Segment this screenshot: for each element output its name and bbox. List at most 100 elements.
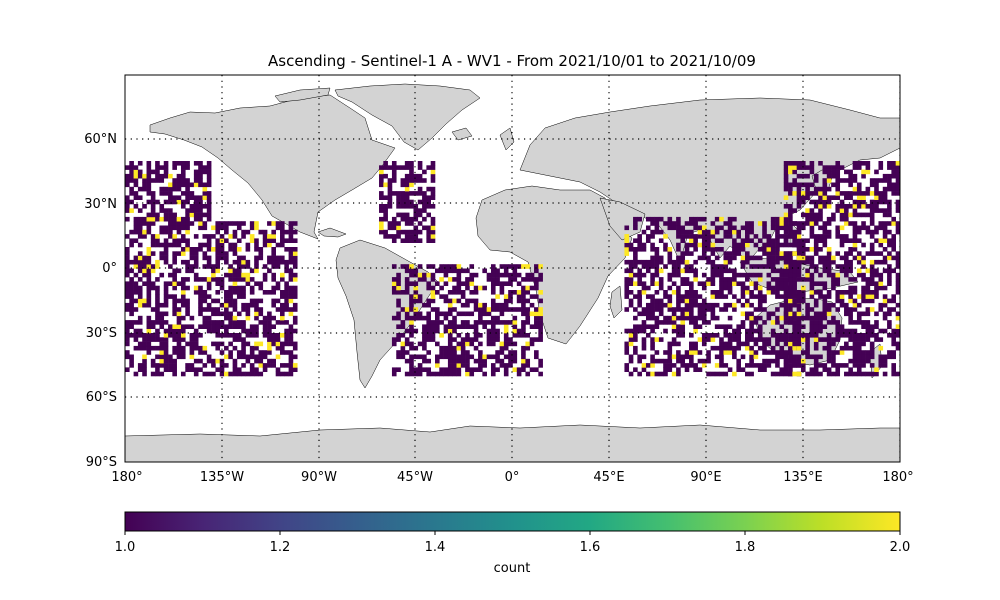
swath-cell	[723, 277, 729, 282]
swath-cell	[839, 208, 845, 213]
swath-cell	[521, 358, 526, 364]
swath-cell	[641, 247, 647, 252]
swath-cell	[456, 268, 462, 274]
swath-cell	[387, 178, 393, 183]
swath-cell	[172, 281, 177, 286]
swath-cell	[723, 345, 729, 351]
swath-cell	[503, 320, 509, 325]
swath-cell	[783, 337, 789, 342]
swath-cell	[211, 341, 216, 347]
swath-cell	[835, 182, 841, 188]
swath-cell	[796, 234, 802, 239]
swath-cell	[163, 341, 169, 347]
swath-cell	[861, 290, 866, 295]
swath-cell	[409, 320, 414, 325]
swath-cell	[844, 328, 849, 334]
swath-cell	[792, 290, 797, 295]
swath-cell	[508, 358, 513, 364]
swath-cell	[391, 290, 397, 295]
swath-cell	[805, 345, 810, 351]
swath-cell	[495, 315, 500, 321]
swath-cell	[813, 363, 819, 368]
swath-cell	[426, 264, 431, 269]
swath-cell	[409, 371, 414, 377]
swath-cell	[835, 371, 841, 377]
swath-cell	[667, 354, 673, 360]
swath-cell	[753, 341, 759, 347]
swath-cell	[215, 255, 221, 261]
swath-cell	[176, 311, 182, 317]
swath-cell	[443, 264, 449, 269]
swath-cell	[159, 350, 165, 355]
swath-cell	[706, 238, 711, 243]
swath-cell	[521, 264, 526, 269]
swath-cell	[874, 281, 879, 286]
swath-cell	[193, 272, 199, 278]
swath-cell	[658, 216, 664, 222]
swath-cell	[163, 281, 169, 286]
swath-cell	[469, 277, 475, 282]
swath-cell	[762, 320, 767, 325]
swath-cell	[710, 264, 716, 269]
swath-cell	[792, 371, 797, 377]
swath-cell	[805, 186, 810, 192]
swath-cell	[719, 350, 724, 355]
swath-cell	[529, 285, 535, 291]
swath-cell	[258, 229, 264, 235]
swath-cell	[215, 268, 221, 274]
swath-cell	[125, 255, 130, 261]
swath-cell	[521, 311, 526, 317]
swath-cell	[482, 307, 487, 312]
swath-cell	[168, 212, 173, 218]
swath-cell	[865, 350, 871, 355]
swath-cell	[796, 259, 802, 265]
swath-cell	[844, 264, 849, 269]
swath-cell	[861, 161, 866, 166]
swath-cell	[822, 298, 828, 304]
swath-cell	[137, 285, 143, 291]
swath-cell	[219, 225, 225, 231]
swath-cell	[831, 169, 836, 175]
swath-cell	[172, 186, 177, 192]
swath-cell	[671, 354, 677, 360]
swath-cell	[714, 315, 720, 321]
swath-cell	[426, 281, 431, 286]
swath-cell	[538, 337, 543, 342]
swath-cell	[770, 371, 776, 377]
swath-cell	[185, 161, 190, 166]
swath-cell	[719, 363, 724, 368]
swath-cell	[503, 341, 509, 347]
swath-cell	[869, 251, 875, 256]
swath-cell	[895, 259, 900, 265]
swath-cell	[701, 302, 707, 308]
swath-cell	[404, 186, 410, 192]
swath-cell	[189, 182, 195, 188]
swath-cell	[856, 363, 862, 368]
swath-cell	[861, 277, 866, 282]
swath-cell	[168, 191, 173, 196]
swath-cell	[155, 238, 160, 243]
swath-cell	[689, 229, 694, 235]
swath-cell	[193, 178, 199, 183]
swath-cell	[400, 195, 406, 200]
swath-cell	[882, 268, 888, 274]
swath-cell	[628, 247, 634, 252]
swath-cell	[783, 315, 789, 321]
swath-cell	[284, 298, 289, 304]
swath-cell	[689, 358, 694, 364]
swath-cell	[788, 367, 793, 372]
swath-cell	[736, 333, 741, 338]
swath-cell	[176, 173, 182, 179]
swath-cell	[775, 229, 780, 235]
swath-cell	[133, 259, 139, 265]
swath-cell	[805, 221, 810, 226]
swath-cell	[882, 195, 888, 200]
swath-cell	[835, 191, 841, 196]
swath-cell	[762, 307, 767, 312]
swath-cell	[727, 268, 733, 274]
swath-cell	[633, 225, 638, 231]
swath-cell	[697, 307, 703, 312]
swath-cell	[775, 238, 780, 243]
swath-cell	[624, 281, 630, 286]
swath-cell	[254, 358, 259, 364]
